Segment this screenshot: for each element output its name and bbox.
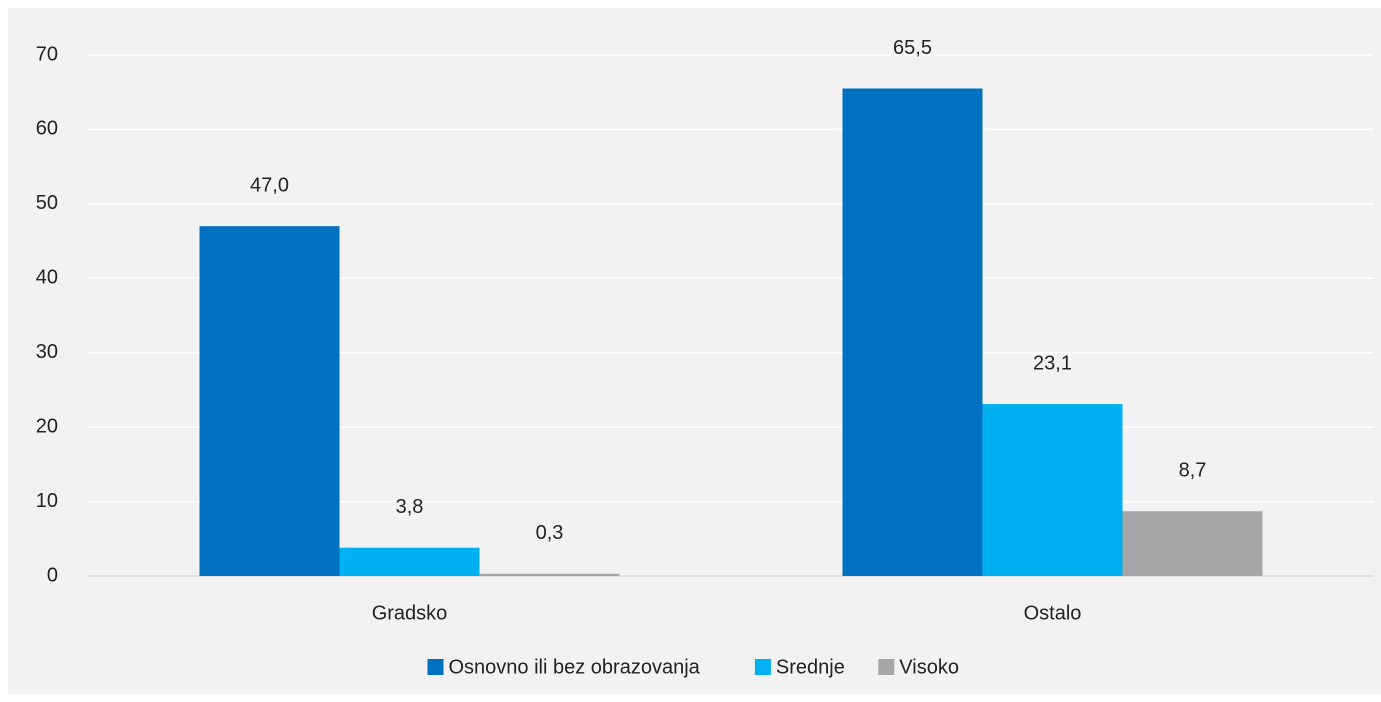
- legend-swatch: [427, 659, 444, 675]
- y-tick-label: 60: [36, 118, 58, 140]
- y-tick-label: 50: [36, 192, 58, 214]
- bar: [1122, 511, 1263, 576]
- value-label: 0,3: [536, 522, 564, 544]
- legend-swatch: [754, 659, 771, 675]
- value-label: 23,1: [1033, 352, 1072, 374]
- y-tick-label: 30: [36, 341, 58, 363]
- bar: [479, 573, 620, 576]
- bar: [982, 404, 1123, 576]
- value-label: 3,8: [396, 496, 424, 518]
- value-label: 47,0: [250, 174, 289, 196]
- y-tick-label: 10: [36, 490, 58, 512]
- y-tick-label: 0: [47, 564, 58, 586]
- value-label: 8,7: [1179, 460, 1207, 482]
- x-tick-label: Gradsko: [372, 602, 448, 624]
- legend-label: Visoko: [899, 656, 959, 678]
- legend-label: Osnovno ili bez obrazovanja: [449, 656, 701, 678]
- y-tick-label: 70: [36, 43, 58, 65]
- y-tick-label: 20: [36, 415, 58, 437]
- legend-label: Srednje: [776, 656, 845, 678]
- y-tick-label: 40: [36, 267, 58, 289]
- bar: [842, 88, 983, 576]
- legend-swatch: [878, 659, 895, 675]
- bar: [199, 226, 340, 576]
- bar: [339, 547, 480, 576]
- value-label: 65,5: [893, 37, 932, 59]
- x-tick-label: Ostalo: [1024, 602, 1082, 624]
